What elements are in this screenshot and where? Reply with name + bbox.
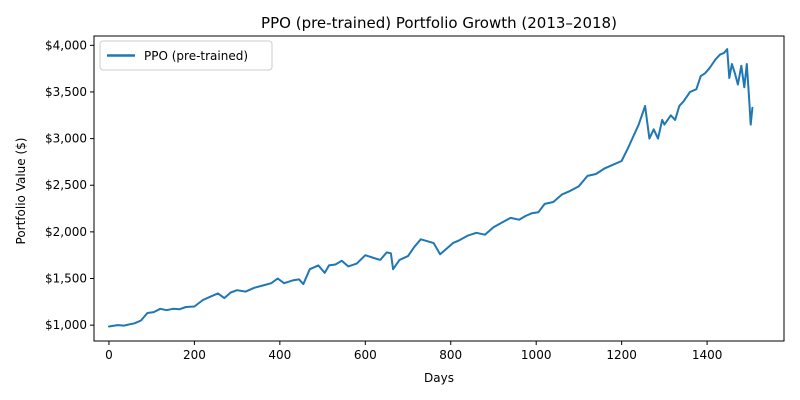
x-tick-label: 600 (354, 348, 377, 362)
x-axis-label: Days (424, 371, 454, 385)
x-tick-label: 200 (183, 348, 206, 362)
y-tick-label: $1,500 (45, 272, 87, 286)
x-tick-label: 800 (439, 348, 462, 362)
x-tick-label: 0 (105, 348, 113, 362)
y-tick-label: $4,000 (45, 38, 87, 52)
plot-frame (93, 35, 785, 342)
plot-area (108, 48, 754, 328)
x-tick-label: 1200 (606, 348, 637, 362)
x-tick-label: 400 (268, 348, 291, 362)
chart-title: PPO (pre-trained) Portfolio Growth (2013… (261, 14, 617, 32)
y-tick-label: $3,500 (45, 85, 87, 99)
x-axis: 0 200 400 600 800 1000 1200 1400 (105, 341, 722, 362)
x-tick-label: 1000 (521, 348, 552, 362)
legend: PPO (pre-trained) (99, 40, 273, 71)
y-tick-label: $2,000 (45, 225, 87, 239)
y-tick-label: $3,000 (45, 132, 87, 146)
x-tick-label: 1400 (692, 348, 723, 362)
y-tick-label: $1,000 (45, 318, 87, 332)
y-axis: $1,000 $1,500 $2,000 $2,500 $3,000 $3,500 $4,0… (45, 38, 94, 332)
y-tick-label: $2,500 (45, 178, 87, 192)
series-line-0 (108, 48, 754, 328)
legend-box (99, 40, 273, 71)
legend-label: PPO (pre-trained) (144, 49, 248, 63)
y-axis-label: Portfolio Value ($) (14, 138, 28, 245)
